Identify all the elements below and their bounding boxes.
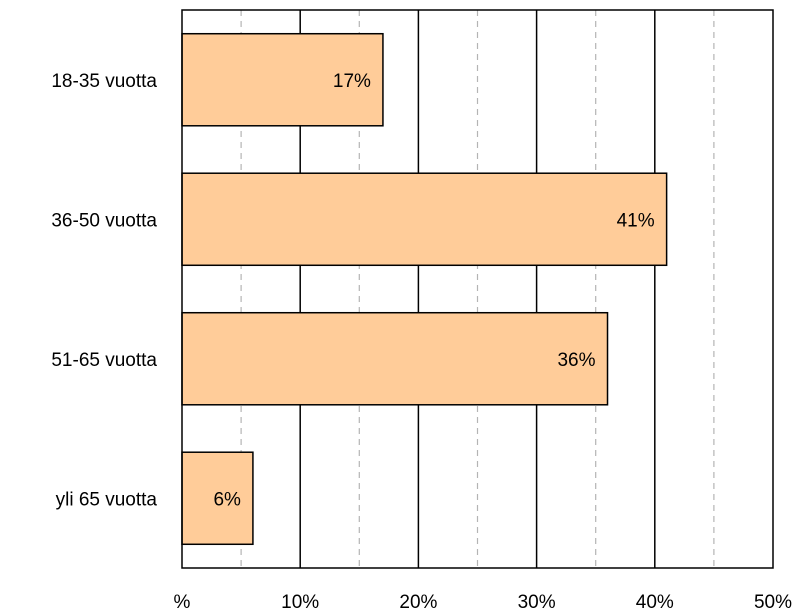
x-tick-label: 40%: [636, 592, 674, 613]
x-tick-label: 30%: [518, 592, 556, 613]
x-tick-label: 50%: [754, 592, 792, 613]
category-labels: 18-35 vuotta 36-50 vuotta 51-65 vuotta yli …: [51, 71, 157, 511]
plot-area-border: [181, 9, 774, 569]
x-tick-labels: % 10% 20% 30% 40% 50%: [174, 592, 793, 613]
x-tick-label: %: [174, 592, 191, 613]
data-label: 17%: [333, 71, 371, 92]
category-label: 18-35 vuotta: [51, 71, 157, 92]
bar: [181, 172, 668, 267]
data-label: 41%: [617, 210, 655, 231]
data-labels: 17% 41% 36% 6%: [213, 71, 654, 511]
data-label: 6%: [213, 489, 241, 510]
category-label: yli 65 vuotta: [56, 489, 158, 510]
x-tick-label: 20%: [399, 592, 437, 613]
bar: [181, 311, 609, 406]
x-tick-label: 10%: [281, 592, 319, 613]
bars: [181, 32, 668, 546]
category-label: 36-50 vuotta: [51, 210, 157, 231]
category-label: 51-65 vuotta: [51, 350, 157, 371]
bar: [181, 32, 384, 127]
data-label: 36%: [557, 350, 595, 371]
